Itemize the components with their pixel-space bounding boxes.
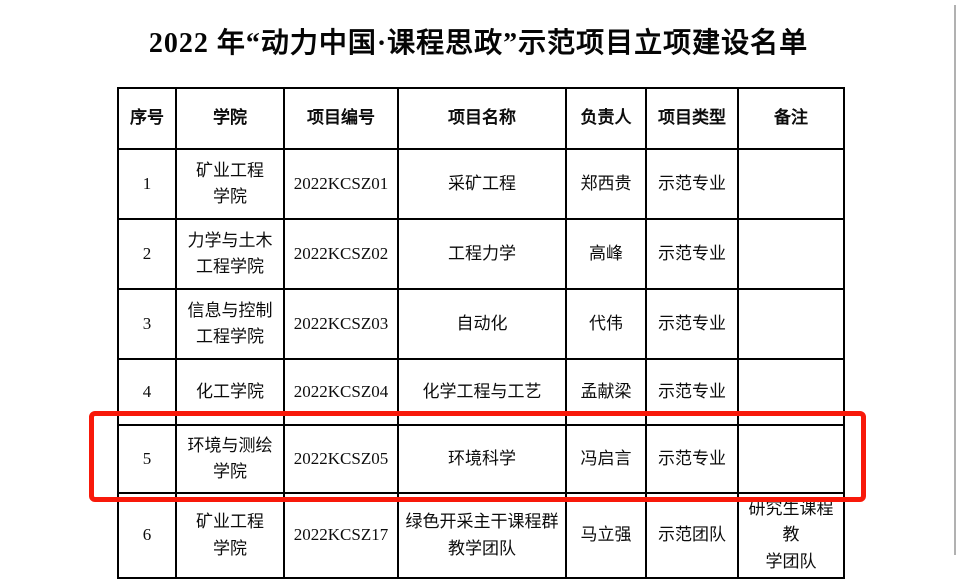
cell-college: 化工学院	[175, 358, 285, 426]
header-cell-college: 学院	[175, 87, 285, 150]
cell-leader: 郑西贵	[565, 148, 647, 220]
table-row: 4 化工学院 2022KCSZ04 化学工程与工艺 孟献梁 示范专业	[117, 358, 845, 426]
cell-leader: 代伟	[565, 288, 647, 360]
table-row-highlighted: 5 环境与测绘 学院 2022KCSZ05 环境科学 冯启言 示范专业	[117, 424, 845, 494]
cell-college: 环境与测绘 学院	[175, 424, 285, 494]
cell-code: 2022KCSZ04	[283, 358, 399, 426]
cell-no: 3	[117, 288, 177, 360]
cell-college: 矿业工程 学院	[175, 491, 285, 579]
cell-remark	[737, 424, 845, 494]
cell-leader: 孟献梁	[565, 358, 647, 426]
project-table: 序号 学院 项目编号 项目名称 负责人 项目类型 备注 1 矿业工程 学院 20…	[117, 87, 845, 579]
cell-college: 矿业工程 学院	[175, 148, 285, 220]
cell-no: 6	[117, 491, 177, 579]
cell-remark	[737, 148, 845, 220]
page-title: 2022 年“动力中国·课程思政”示范项目立项建设名单	[148, 28, 809, 59]
cell-name: 绿色开采主干课程群 教学团队	[397, 491, 567, 579]
cell-name: 自动化	[397, 288, 567, 360]
header-cell-type: 项目类型	[645, 87, 739, 150]
cell-type: 示范专业	[645, 218, 739, 290]
cell-code: 2022KCSZ02	[283, 218, 399, 290]
cell-remark	[737, 218, 845, 290]
cell-name: 环境科学	[397, 424, 567, 494]
cell-type: 示范专业	[645, 148, 739, 220]
table-row: 1 矿业工程 学院 2022KCSZ01 采矿工程 郑西贵 示范专业	[117, 148, 845, 220]
header-cell-code: 项目编号	[283, 87, 399, 150]
cell-college: 力学与土木 工程学院	[175, 218, 285, 290]
cell-code: 2022KCSZ05	[283, 424, 399, 494]
table-row: 2 力学与土木 工程学院 2022KCSZ02 工程力学 高峰 示范专业	[117, 218, 845, 290]
cell-no: 5	[117, 424, 177, 494]
cell-type: 示范专业	[645, 358, 739, 426]
cell-no: 2	[117, 218, 177, 290]
cell-leader: 冯启言	[565, 424, 647, 494]
cell-type: 示范专业	[645, 424, 739, 494]
page-edge-line	[954, 5, 956, 555]
cell-name: 工程力学	[397, 218, 567, 290]
cell-leader: 马立强	[565, 491, 647, 579]
cell-no: 4	[117, 358, 177, 426]
cell-code: 2022KCSZ17	[283, 491, 399, 579]
cell-college: 信息与控制 工程学院	[175, 288, 285, 360]
cell-remark: 研究生课程教 学团队	[737, 491, 845, 579]
cell-remark	[737, 358, 845, 426]
cell-type: 示范专业	[645, 288, 739, 360]
header-cell-remark: 备注	[737, 87, 845, 150]
header-cell-name: 项目名称	[397, 87, 567, 150]
cell-name: 采矿工程	[397, 148, 567, 220]
header-cell-no: 序号	[117, 87, 177, 150]
table-header-row: 序号 学院 项目编号 项目名称 负责人 项目类型 备注	[117, 87, 845, 150]
cell-no: 1	[117, 148, 177, 220]
cell-code: 2022KCSZ03	[283, 288, 399, 360]
cell-leader: 高峰	[565, 218, 647, 290]
table-row: 3 信息与控制 工程学院 2022KCSZ03 自动化 代伟 示范专业	[117, 288, 845, 360]
header-cell-leader: 负责人	[565, 87, 647, 150]
table-row: 6 矿业工程 学院 2022KCSZ17 绿色开采主干课程群 教学团队 马立强 …	[117, 491, 845, 579]
cell-type: 示范团队	[645, 491, 739, 579]
cell-remark	[737, 288, 845, 360]
cell-code: 2022KCSZ01	[283, 148, 399, 220]
cell-name: 化学工程与工艺	[397, 358, 567, 426]
